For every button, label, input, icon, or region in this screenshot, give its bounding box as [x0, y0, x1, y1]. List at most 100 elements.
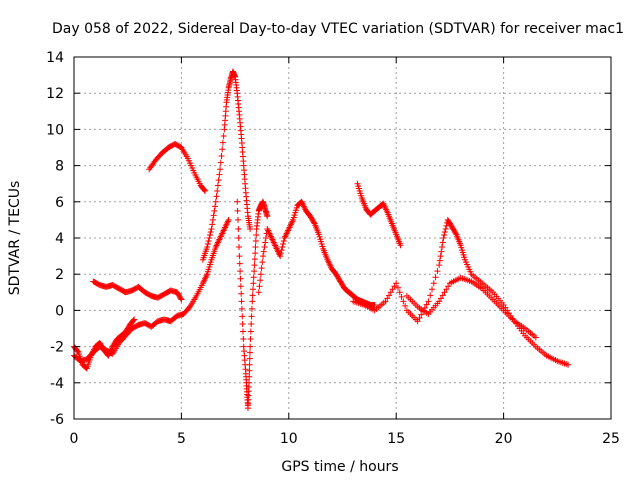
data-point	[209, 221, 216, 228]
data-point	[238, 290, 245, 297]
data-point	[246, 379, 253, 386]
series-arc-main-low	[71, 216, 232, 365]
data-point	[214, 182, 221, 189]
data-point	[204, 244, 211, 251]
x-tick-label: 10	[280, 431, 298, 447]
x-tick-label: 15	[387, 431, 405, 447]
data-point	[202, 187, 209, 194]
data-point	[255, 289, 262, 296]
y-axis-label: SDTVAR / TECUs	[7, 181, 23, 296]
x-tick-label: 0	[70, 431, 79, 447]
data-point	[389, 286, 396, 293]
data-point	[437, 295, 444, 302]
data-point	[398, 293, 405, 300]
data-point	[220, 133, 227, 140]
data-point	[219, 139, 226, 146]
data-point	[565, 361, 572, 368]
y-tick-label: 8	[55, 159, 64, 175]
data-point	[277, 250, 284, 257]
data-point	[277, 253, 284, 260]
series-arc-evening	[350, 216, 572, 368]
data-point	[382, 298, 389, 305]
series-arc-mid-rising	[146, 140, 209, 194]
data-point	[279, 244, 286, 251]
data-point	[234, 207, 241, 214]
data-point	[280, 238, 287, 245]
data-point	[225, 216, 232, 223]
data-point	[252, 244, 259, 251]
data-point	[260, 253, 267, 260]
data-point	[264, 213, 271, 220]
data-point	[239, 328, 246, 335]
y-tick-label: 10	[46, 122, 64, 138]
data-point	[252, 238, 259, 245]
data-point	[438, 248, 445, 255]
data-point	[238, 305, 245, 312]
data-point	[278, 247, 285, 254]
data-point	[250, 280, 257, 287]
series-arc-afternoon-spike	[255, 198, 378, 308]
x-axis-label: GPS time / hours	[281, 459, 398, 475]
data-point	[247, 336, 254, 343]
data-point	[394, 284, 401, 291]
data-point	[430, 280, 437, 287]
data-point	[248, 313, 255, 320]
data-point	[215, 177, 222, 184]
data-point	[251, 256, 258, 263]
data-point	[130, 317, 137, 324]
data-point	[386, 292, 393, 299]
data-point	[436, 298, 443, 305]
data-point	[248, 320, 255, 327]
y-tick-label: 0	[55, 303, 64, 319]
data-point	[427, 292, 434, 299]
data-point	[246, 373, 253, 380]
data-point	[185, 304, 192, 311]
data-point	[452, 230, 459, 237]
grid	[74, 57, 611, 419]
data-point	[210, 212, 217, 219]
data-point	[397, 242, 404, 249]
series-arc-morning-flat	[90, 278, 185, 303]
data-point	[234, 198, 241, 205]
axis-ticks: 0 5 10 15 20 25 -6 -4 -2 0 2 4 6 8 10 12 14	[46, 50, 620, 447]
data-point	[440, 235, 447, 241]
data-point	[214, 187, 221, 194]
data-point	[310, 219, 317, 226]
data-point	[237, 275, 244, 282]
data-point	[205, 238, 212, 245]
data-point	[414, 318, 421, 325]
data-point	[238, 298, 245, 305]
data-point	[208, 225, 215, 232]
data-point	[248, 305, 255, 312]
data-point	[247, 343, 254, 350]
data-point	[249, 292, 256, 299]
data-point	[178, 296, 185, 303]
series-arc-evening-low	[403, 274, 539, 341]
data-points	[71, 68, 572, 412]
data-point	[443, 286, 450, 293]
data-point	[213, 193, 220, 200]
y-tick-label: 4	[55, 231, 64, 247]
data-point	[212, 203, 219, 210]
data-point	[259, 259, 266, 266]
data-point	[445, 283, 452, 290]
data-point	[207, 231, 214, 238]
data-point	[249, 298, 256, 305]
data-point	[441, 228, 448, 235]
data-point	[216, 171, 223, 178]
data-point	[247, 328, 254, 335]
data-point	[439, 239, 446, 246]
data-point	[250, 286, 256, 293]
data-point	[423, 301, 430, 308]
y-tick-label: 12	[46, 86, 64, 102]
y-tick-label: 14	[46, 50, 64, 66]
data-point	[177, 295, 184, 302]
data-point	[239, 320, 246, 327]
data-point	[246, 355, 253, 362]
data-point	[425, 298, 432, 305]
data-point	[280, 241, 287, 248]
data-point	[240, 336, 247, 343]
series-arc-deep-dip	[234, 198, 271, 412]
data-point	[371, 301, 378, 308]
data-point	[235, 235, 242, 241]
